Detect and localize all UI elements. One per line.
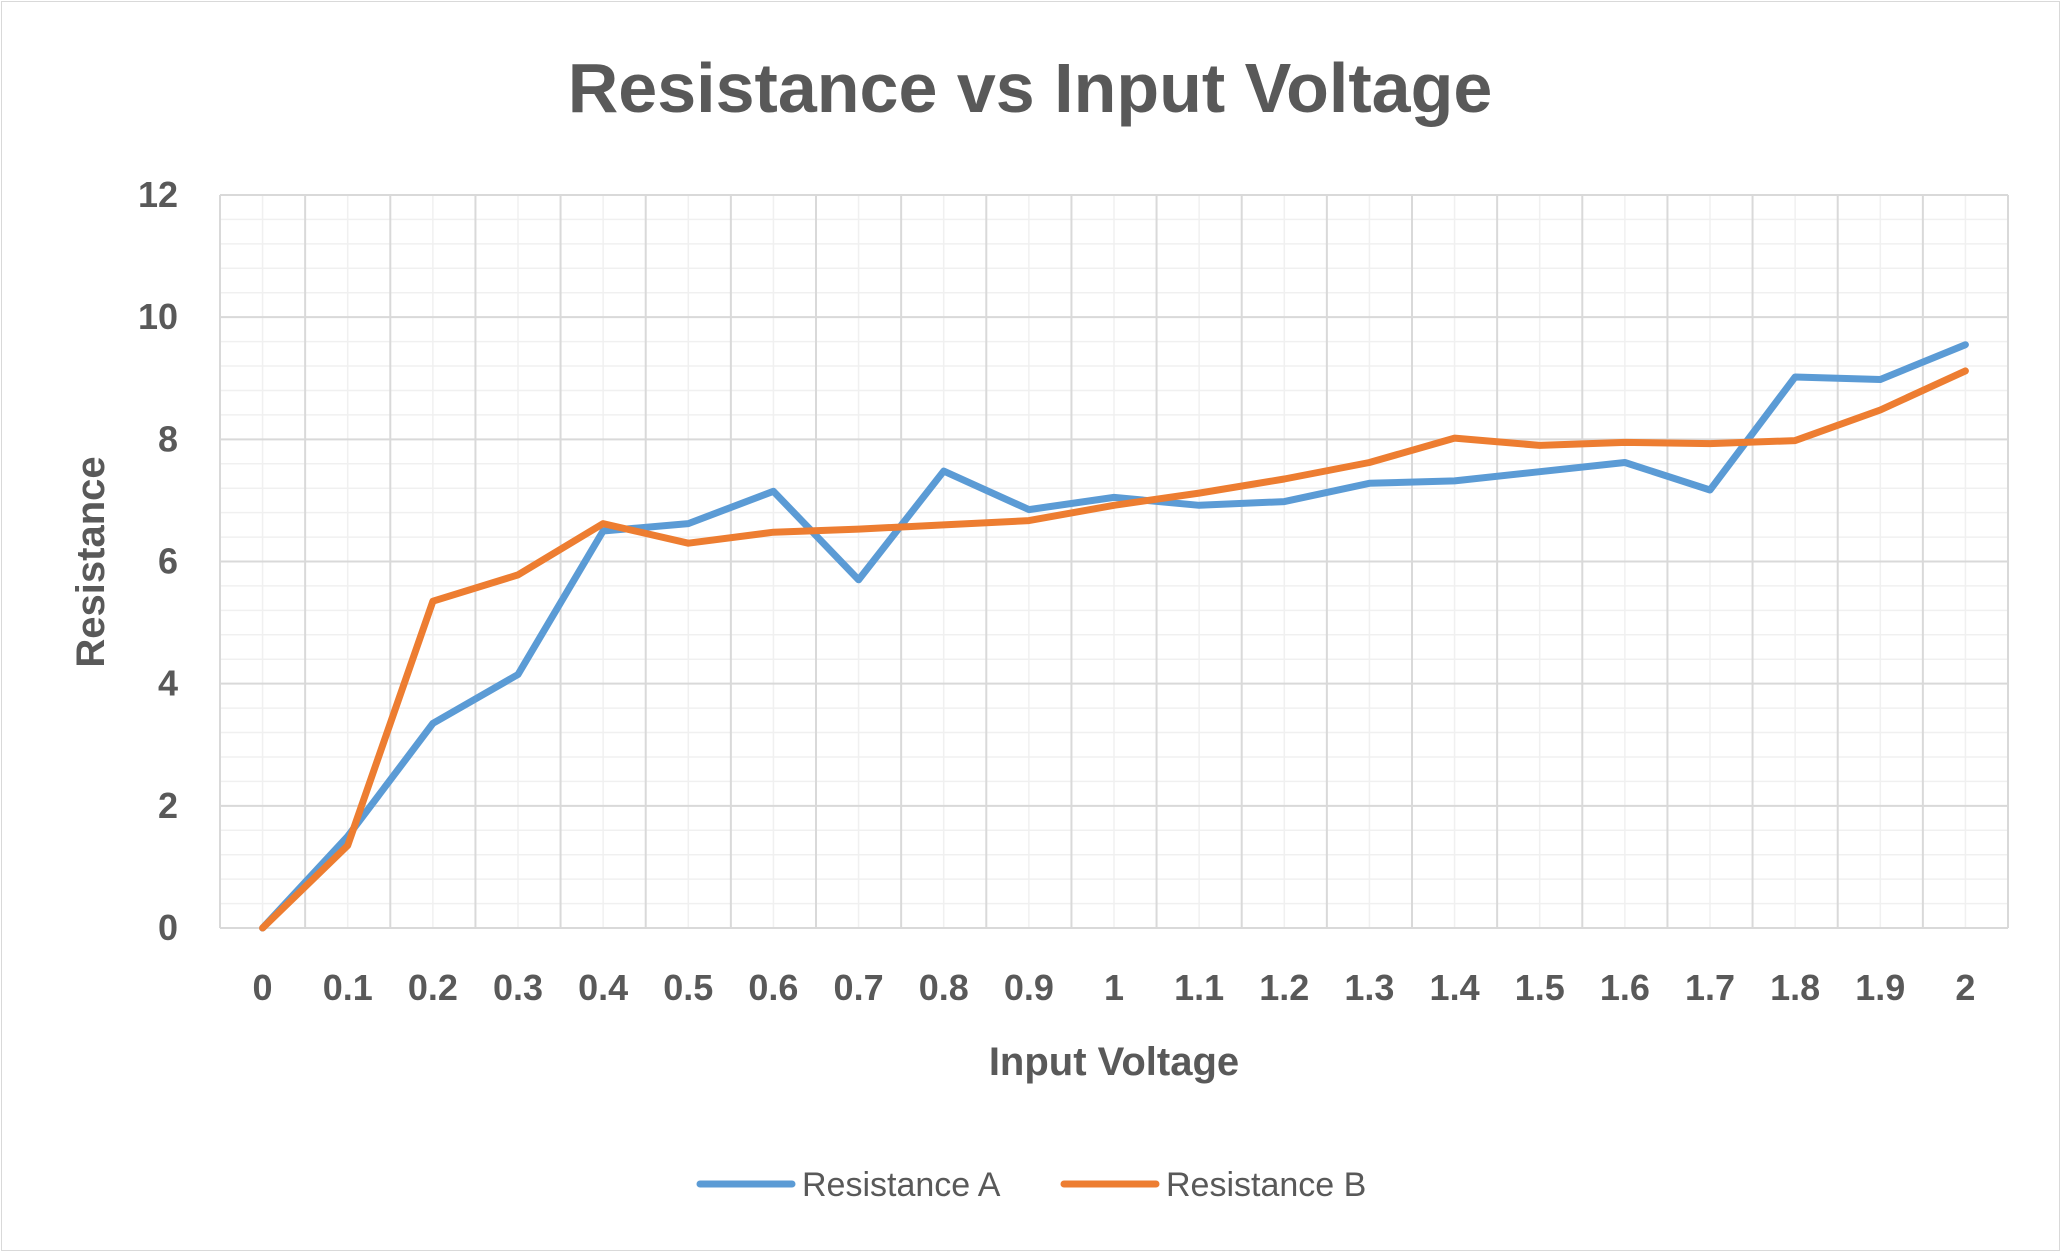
x-tick-label: 0.4 bbox=[578, 967, 628, 1008]
x-tick-label: 0.8 bbox=[919, 967, 969, 1008]
x-tick-label: 0.7 bbox=[834, 967, 884, 1008]
legend-label: Resistance A bbox=[802, 1166, 1001, 1204]
legend: Resistance A Resistance B bbox=[696, 1166, 1366, 1204]
x-tick-label: 1.7 bbox=[1685, 967, 1735, 1008]
y-tick-label: 6 bbox=[158, 541, 178, 582]
x-tick-label: 1.5 bbox=[1515, 967, 1565, 1008]
legend-label: Resistance B bbox=[1166, 1166, 1366, 1204]
x-tick-label: 1.9 bbox=[1855, 967, 1905, 1008]
x-tick-label: 0.9 bbox=[1004, 967, 1054, 1008]
x-tick-label: 2 bbox=[1955, 967, 1975, 1008]
x-tick-label: 1.1 bbox=[1174, 967, 1224, 1008]
series-lines bbox=[259, 341, 1969, 932]
x-tick-label: 1.4 bbox=[1430, 967, 1480, 1008]
x-tick-label: 1 bbox=[1104, 967, 1124, 1008]
x-axis-ticks: 0 0.1 0.2 0.3 0.4 0.5 0.6 0.7 0.8 0.9 1 1.1 1.2 1.3 1.… bbox=[253, 967, 1976, 1008]
x-tick-label: 1.8 bbox=[1770, 967, 1820, 1008]
x-tick-label: 0.1 bbox=[323, 967, 373, 1008]
x-tick-label: 0 bbox=[253, 967, 273, 1008]
x-tick-label: 0.2 bbox=[408, 967, 458, 1008]
series-line-b bbox=[259, 367, 1969, 932]
x-tick-label: 1.2 bbox=[1259, 967, 1309, 1008]
x-tick-label: 1.6 bbox=[1600, 967, 1650, 1008]
y-tick-label: 10 bbox=[138, 296, 178, 337]
y-tick-label: 2 bbox=[158, 785, 178, 826]
x-tick-label: 0.3 bbox=[493, 967, 543, 1008]
y-tick-label: 8 bbox=[158, 418, 178, 459]
chart-title: Resistance vs Input Voltage bbox=[568, 49, 1493, 127]
y-tick-label: 4 bbox=[158, 663, 178, 704]
y-axis-ticks: 0 2 4 6 8 10 12 bbox=[138, 174, 178, 948]
y-axis-title: Resistance bbox=[69, 456, 113, 667]
series-line-a bbox=[259, 341, 1969, 932]
y-tick-label: 0 bbox=[158, 907, 178, 948]
x-tick-label: 1.3 bbox=[1344, 967, 1394, 1008]
x-axis-title: Input Voltage bbox=[989, 1040, 1239, 1084]
y-tick-label: 12 bbox=[138, 174, 178, 215]
x-tick-label: 0.6 bbox=[748, 967, 798, 1008]
major-gridlines bbox=[219, 194, 2009, 929]
x-tick-label: 0.5 bbox=[663, 967, 713, 1008]
